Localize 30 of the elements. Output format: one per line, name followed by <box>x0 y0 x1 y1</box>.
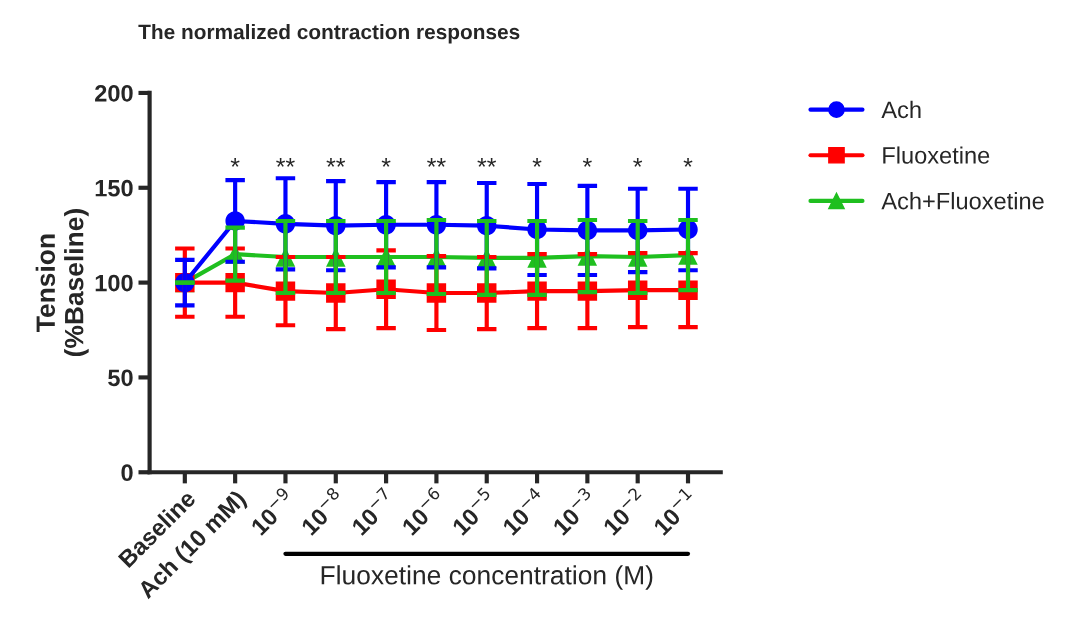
legend-label: Fluoxetine <box>883 146 990 164</box>
annotation: * <box>532 158 542 167</box>
x-axis-title: Fluoxetine concentration (M) <box>321 565 653 590</box>
x-tick-label: 10$^{−6}$ <box>397 486 448 536</box>
x-tick-label: 10$^{−9}$ <box>250 486 290 536</box>
annotation: ** <box>477 158 497 167</box>
annotation: ** <box>326 158 346 167</box>
x-tick-label: 10$^{−8}$ <box>297 486 347 536</box>
x-tick-label: 10$^{−7}$ <box>347 486 397 536</box>
y-tick-label: 50 <box>108 369 133 387</box>
x-tick-label: 10$^{−2}$ <box>599 486 649 536</box>
y-tick-label: 200 <box>95 85 133 102</box>
legend-label: Ach <box>881 100 921 119</box>
x-tick-label: 10$^{−1}$ <box>649 486 699 536</box>
annotation: ** <box>427 158 446 167</box>
annotation: * <box>633 158 643 167</box>
x-tick-label: 10$^{−5}$ <box>448 486 498 536</box>
legend-label: Ach+Fluoxetine <box>881 192 1044 210</box>
annotation: * <box>381 158 391 167</box>
annotation: * <box>582 158 592 167</box>
y-tick-label: 100 <box>95 274 133 292</box>
x-tick-label: 10$^{−3}$ <box>548 486 598 536</box>
annotation: ** <box>276 158 295 167</box>
y-tick-label: 150 <box>95 179 133 197</box>
y-tick-label: 0 <box>121 464 133 482</box>
annotation: * <box>230 158 240 167</box>
annotation: * <box>683 158 693 167</box>
x-tick-label: 10$^{−4}$ <box>498 486 548 536</box>
y-axis-title: Tension (%Baseline) <box>35 209 89 357</box>
chart-title: The normalized contraction responses <box>138 24 520 44</box>
